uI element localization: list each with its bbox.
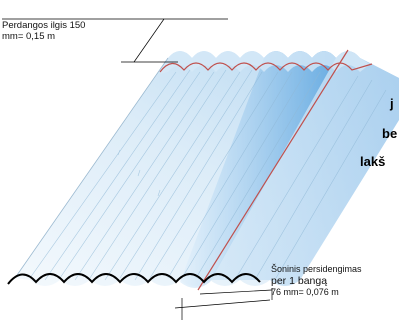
side-overlap-edge xyxy=(197,49,349,291)
sheet-texture xyxy=(29,69,387,281)
end-overlap-label: Perdangos ilgis 150 mm= 0,15 m xyxy=(2,20,85,43)
sheet-left-edge xyxy=(14,57,169,279)
end-overlap-line2: mm= 0,15 m xyxy=(2,31,56,43)
cut-off-text-1: j xyxy=(390,96,394,111)
side-overlap-line3: 76 mm= 0,076 m xyxy=(271,287,339,298)
sheet-bottom-wave xyxy=(7,273,261,285)
cut-off-text-3: lakš xyxy=(360,154,386,169)
side-overlap-line1: Šoninis persidengimas xyxy=(271,264,362,274)
cut-off-text-2: be xyxy=(382,126,398,141)
sheet-right-section xyxy=(210,51,399,286)
end-overlap-edge xyxy=(159,62,373,73)
side-overlap-dimension xyxy=(174,288,273,320)
end-overlap-dimension xyxy=(2,18,228,63)
end-overlap-stripe xyxy=(160,51,370,74)
side-overlap-line2: per 1 bangą xyxy=(271,274,328,287)
side-overlap-label: Šoninis persidengimas per 1 bangą 76 mm=… xyxy=(271,264,362,298)
end-overlap-line1: Perdangos ilgis 150 xyxy=(2,20,86,31)
